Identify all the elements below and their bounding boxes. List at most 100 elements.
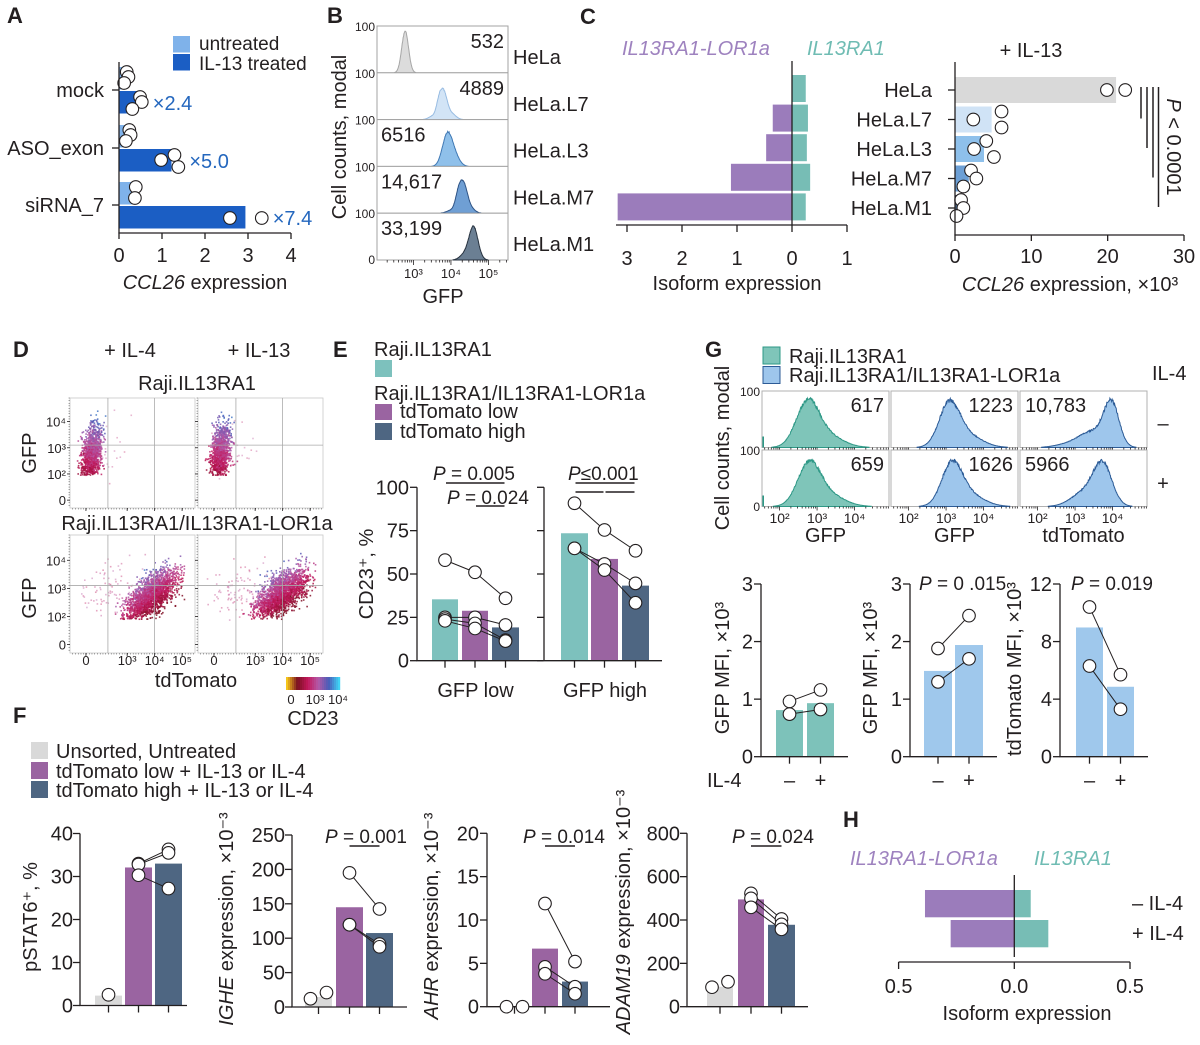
scatter-dot [218, 463, 221, 466]
scatter-dot [102, 424, 104, 427]
scatter-dot [169, 587, 172, 590]
y-axis-title: GFP [19, 432, 41, 473]
x-axis-title-rest: expression [185, 272, 287, 294]
scatter-dot [147, 582, 149, 584]
scatter-dot [227, 418, 230, 420]
scatter-dot [150, 597, 153, 599]
scatter-dot [121, 614, 123, 617]
scatter-dot [84, 450, 87, 452]
scatter-dot [163, 568, 166, 570]
scatter-dot [211, 438, 214, 441]
scatter-dot [227, 463, 229, 466]
scatter-dot [86, 430, 89, 433]
scatter-dot [211, 443, 214, 446]
scatter-dot [226, 446, 229, 448]
scatter-dot [157, 608, 159, 610]
scatter-dot [227, 455, 230, 457]
scatter-dot [90, 447, 92, 449]
scatter-dot [89, 435, 91, 438]
scatter-dot [223, 417, 226, 419]
scatter-dot [221, 463, 224, 465]
scatter-dot [218, 440, 221, 442]
scatter-dot [126, 617, 129, 620]
mfi-value: 4889 [460, 78, 505, 100]
legend-swatch-il-13-treated [173, 54, 190, 71]
scatter-dot [142, 577, 144, 579]
scatter-dot [134, 617, 137, 620]
scatter-dot [88, 473, 90, 476]
scatter-dot [84, 466, 86, 468]
scatter-dot [173, 589, 176, 591]
scatter-dot [127, 603, 129, 605]
scatter-dot [103, 441, 105, 443]
scatter-dot [158, 597, 161, 599]
scatter-dot [89, 422, 92, 424]
scatter-dot [134, 607, 137, 609]
scatter-dot [211, 460, 213, 462]
scatter-dot [211, 458, 214, 460]
scatter-dot [151, 616, 154, 619]
scatter-dot [137, 612, 140, 615]
scatter-dot [213, 448, 216, 451]
scatter-dot [144, 608, 147, 611]
scatter-dot [143, 596, 146, 599]
scatter-dot [144, 577, 147, 580]
scatter-dot [126, 606, 129, 609]
histogram-curve [440, 179, 482, 214]
scatter-dot [170, 580, 173, 583]
scatter-dot [141, 607, 143, 610]
scatter-dot [164, 578, 167, 580]
scatter-dot [97, 455, 100, 458]
scatter-dot [140, 581, 143, 583]
scatter-dot [85, 447, 87, 450]
scatter-dot [218, 435, 221, 438]
scatter-dot [157, 570, 159, 573]
scatter-dot [159, 580, 162, 582]
scatter-dot [212, 473, 214, 475]
scatter-dot [132, 601, 135, 603]
scatter-dot [221, 446, 224, 448]
scatter-dot [217, 440, 220, 443]
scatter-dot [166, 601, 168, 603]
scatter-dot [216, 444, 219, 447]
scatter-dot [159, 589, 161, 591]
scatter-dot [166, 599, 168, 602]
scatter-dot [158, 581, 161, 584]
scatter-dot [93, 454, 96, 456]
scatter-dot [157, 582, 159, 585]
scatter-dot [92, 472, 94, 475]
scatter-dot [130, 414, 133, 417]
scatter-dot [162, 566, 164, 568]
scatter-dot [228, 434, 231, 437]
scatter-dot [89, 466, 91, 469]
scatter-dot [89, 474, 92, 476]
scatter-dot [220, 432, 223, 434]
scatter-dot [90, 448, 93, 451]
scatter-dot [160, 583, 162, 586]
scatter-dot [172, 567, 175, 570]
scatter-dot [145, 579, 148, 581]
scatter-dot [220, 448, 223, 450]
scatter-dot [99, 447, 102, 450]
scatter-dot [211, 471, 214, 473]
scatter-dot [93, 464, 95, 467]
scatter-dot [93, 437, 96, 439]
histogram-curve [452, 225, 489, 261]
scatter-dot [175, 572, 177, 574]
scatter-dot [160, 568, 163, 571]
scatter-dot [92, 453, 95, 455]
scatter-dot [133, 604, 135, 607]
scatter-dot [94, 448, 96, 450]
scatter-dot [97, 464, 100, 466]
scatter-dot [145, 572, 147, 574]
scatter-dot [212, 438, 215, 440]
scatter-dot [217, 468, 220, 471]
scatter-dot [92, 425, 95, 427]
bar-il13ra1-lor1a [772, 104, 792, 132]
scatter-dot [151, 605, 154, 608]
scatter-dot [92, 445, 95, 447]
scatter-dot [91, 451, 93, 453]
scatter-dot [141, 603, 144, 606]
histogram-curve [431, 130, 469, 167]
scatter-dot [91, 429, 93, 431]
